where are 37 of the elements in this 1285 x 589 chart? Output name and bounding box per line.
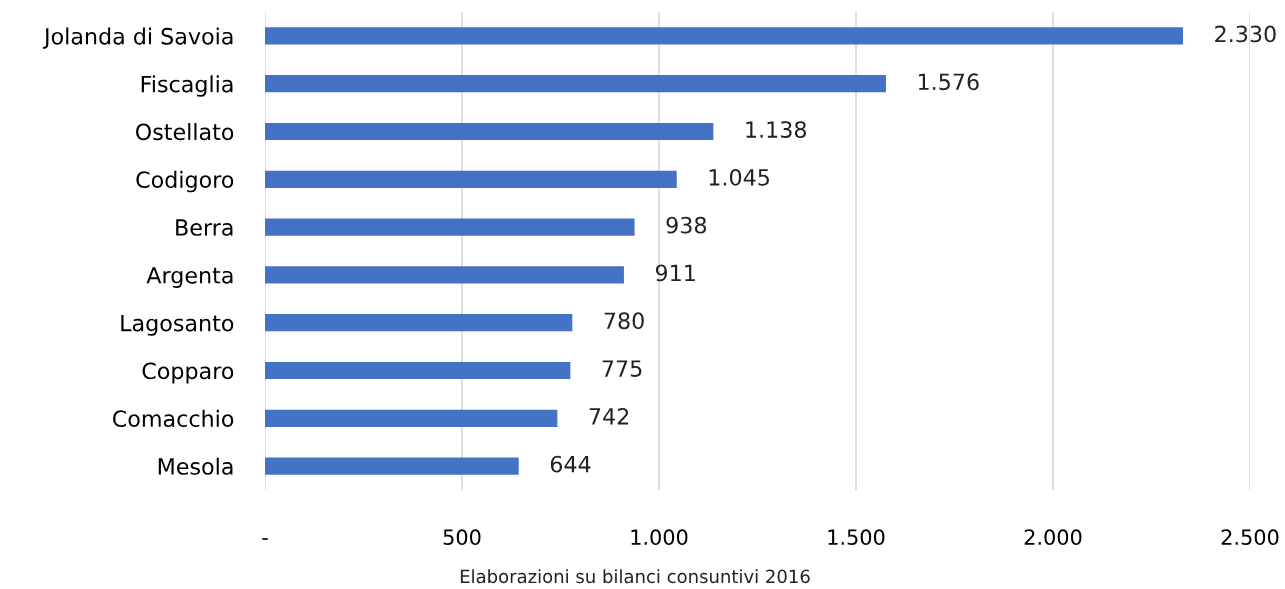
y-tick-label: Comacchio (113, 409, 234, 428)
text: Elaborazioni su bilanci consuntivi 2016 (460, 569, 810, 584)
data-label: 2.330 (1215, 25, 1276, 43)
x-tick-label: - (262, 538, 268, 540)
y-tick-label: Codigoro (136, 170, 234, 193)
x-tick-label: 2.500 (1221, 529, 1279, 546)
y-tick-label: Jolanda di Savoia (42, 27, 233, 49)
y-tick-label: Copparo (142, 362, 234, 384)
x-tick-label: 1.000 (631, 529, 688, 546)
x-tick-label: 2.000 (1024, 529, 1082, 546)
bar (265, 314, 573, 332)
bar (265, 170, 677, 188)
x-tick-label: 1.500 (828, 529, 885, 546)
data-label: 775 (602, 360, 642, 377)
y-tick-label: Argenta (146, 267, 233, 288)
bar (265, 218, 635, 236)
bar (265, 27, 1184, 45)
bar (265, 457, 519, 475)
data-label: 1.045 (709, 168, 769, 186)
y-tick-label: Ostellato (135, 123, 234, 141)
data-label: 1.576 (918, 73, 979, 91)
y-tick-label: Berra (176, 219, 233, 236)
data-label: 911 (655, 264, 695, 282)
bar (265, 361, 571, 380)
y-tick-label: Lagosanto (121, 314, 234, 336)
bar (265, 122, 714, 141)
data-label: 644 (550, 455, 591, 473)
data-label: 938 (666, 216, 707, 234)
bar (265, 266, 624, 284)
data-label: 742 (589, 407, 629, 425)
bar (265, 409, 558, 427)
bar (265, 75, 886, 93)
data-label: 780 (604, 312, 644, 330)
y-tick-label: Fiscaglia (141, 75, 233, 97)
x-tick-label: 500 (443, 529, 481, 546)
data-label: 1.138 (746, 121, 807, 138)
y-tick-label: Mesola (158, 457, 233, 475)
